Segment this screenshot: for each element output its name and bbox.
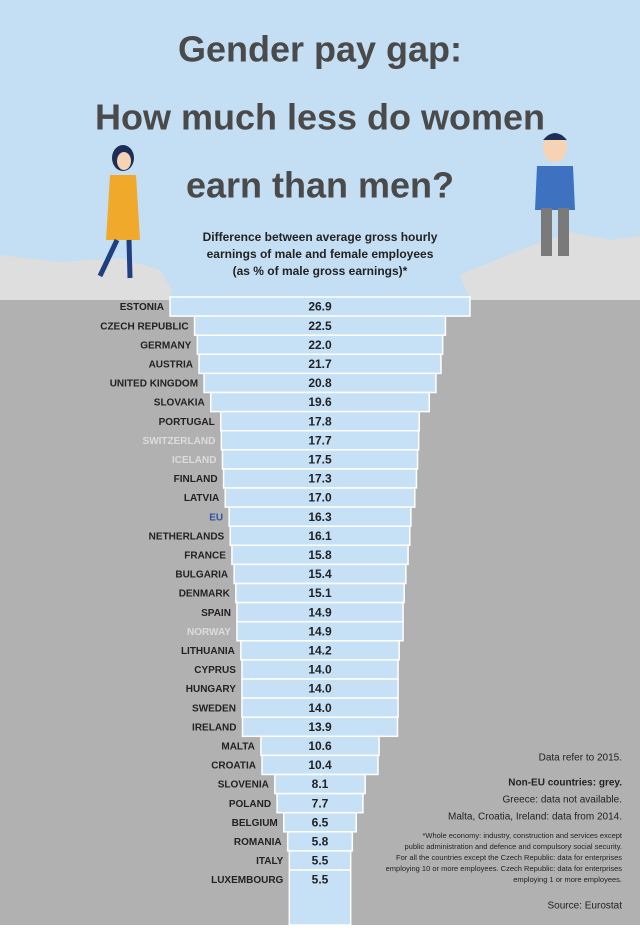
value-label: 14.0	[308, 663, 332, 677]
category-label: UNITED KINGDOM	[110, 379, 198, 390]
value-label: 14.9	[308, 605, 332, 619]
category-label: LITHUANIA	[181, 646, 235, 657]
category-label: LATVIA	[184, 493, 219, 504]
category-label: SLOVAKIA	[154, 398, 205, 409]
footnote: For all the countries except the Czech R…	[396, 853, 622, 862]
note: Malta, Croatia, Ireland: data from 2014.	[448, 812, 622, 823]
category-label: SWEDEN	[192, 703, 236, 714]
note: Greece: data not available.	[502, 795, 622, 806]
value-label: 26.9	[308, 300, 332, 314]
category-label: ICELAND	[172, 455, 216, 466]
category-label: ITALY	[256, 856, 284, 867]
category-label: LUXEMBOURG	[211, 875, 283, 886]
value-label: 15.8	[308, 548, 332, 562]
category-label: DENMARK	[179, 589, 231, 600]
value-label: 16.1	[308, 529, 332, 543]
value-label: 15.1	[308, 586, 332, 600]
value-label: 6.5	[312, 815, 329, 829]
value-label: 5.8	[312, 835, 329, 849]
value-label: 10.4	[308, 758, 332, 772]
category-label: NETHERLANDS	[149, 531, 225, 542]
value-label: 20.8	[308, 376, 332, 390]
footnote: employing 10 or more employees. Czech Re…	[386, 864, 623, 873]
value-label: 5.5	[312, 873, 329, 887]
value-label: 7.7	[312, 796, 329, 810]
category-label: POLAND	[229, 799, 271, 810]
value-label: 10.6	[308, 739, 332, 753]
footnote: public administration and defence and co…	[405, 842, 622, 851]
note: Data refer to 2015.	[539, 753, 622, 764]
category-label: NORWAY	[187, 627, 231, 638]
value-label: 14.0	[308, 682, 332, 696]
value-label: 14.9	[308, 624, 332, 638]
category-label: IRELAND	[192, 722, 236, 733]
value-label: 17.3	[308, 472, 332, 486]
value-label: 19.6	[308, 395, 332, 409]
value-label: 14.0	[308, 701, 332, 715]
value-label: 22.5	[308, 319, 332, 333]
value-label: 17.0	[308, 491, 332, 505]
value-label: 21.7	[308, 357, 332, 371]
chart-title: How much less do women	[95, 97, 545, 138]
subtitle: earnings of male and female employees	[207, 247, 434, 261]
right-cliff	[460, 232, 640, 300]
category-label: CROATIA	[211, 761, 256, 772]
subtitle: (as % of male gross earnings)*	[233, 264, 408, 278]
value-label: 15.4	[308, 567, 332, 581]
category-label: FRANCE	[184, 550, 226, 561]
value-label: 22.0	[308, 338, 332, 352]
category-label: ROMANIA	[234, 837, 282, 848]
category-label: MALTA	[221, 741, 255, 752]
footnote: *Whole economy: industry, construction a…	[422, 831, 622, 840]
category-label: BELGIUM	[232, 818, 278, 829]
value-label: 8.1	[312, 777, 329, 791]
value-label: 16.3	[308, 510, 332, 524]
value-label: 5.5	[312, 854, 329, 868]
woman-figure	[97, 145, 140, 279]
category-label: AUSTRIA	[149, 359, 193, 370]
bar	[288, 869, 352, 926]
value-label: 14.2	[308, 644, 332, 658]
category-label: CZECH REPUBLIC	[100, 321, 188, 332]
category-label: PORTUGAL	[159, 417, 215, 428]
subtitle: Difference between average gross hourly	[203, 230, 438, 244]
man-figure	[535, 133, 575, 256]
category-label: SWITZERLAND	[143, 436, 216, 447]
category-label: SPAIN	[201, 608, 231, 619]
category-label: FINLAND	[174, 474, 218, 485]
category-label: ESTONIA	[120, 302, 164, 313]
chart-title: Gender pay gap:	[178, 29, 462, 70]
category-label: BULGARIA	[175, 570, 228, 581]
chart-title: earn than men?	[186, 165, 454, 206]
category-label: GERMANY	[140, 340, 191, 351]
category-label: HUNGARY	[186, 684, 237, 695]
value-label: 17.5	[308, 453, 332, 467]
value-label: 13.9	[308, 720, 332, 734]
category-label: CYPRUS	[194, 665, 236, 676]
source: Source: Eurostat	[548, 901, 623, 912]
footnote: employing 1 or more employees.	[513, 875, 622, 884]
note: Non-EU countries: grey.	[508, 778, 622, 789]
category-label: SLOVENIA	[218, 780, 269, 791]
category-label: EU	[209, 512, 223, 523]
value-label: 17.7	[308, 433, 332, 447]
value-label: 17.8	[308, 414, 332, 428]
